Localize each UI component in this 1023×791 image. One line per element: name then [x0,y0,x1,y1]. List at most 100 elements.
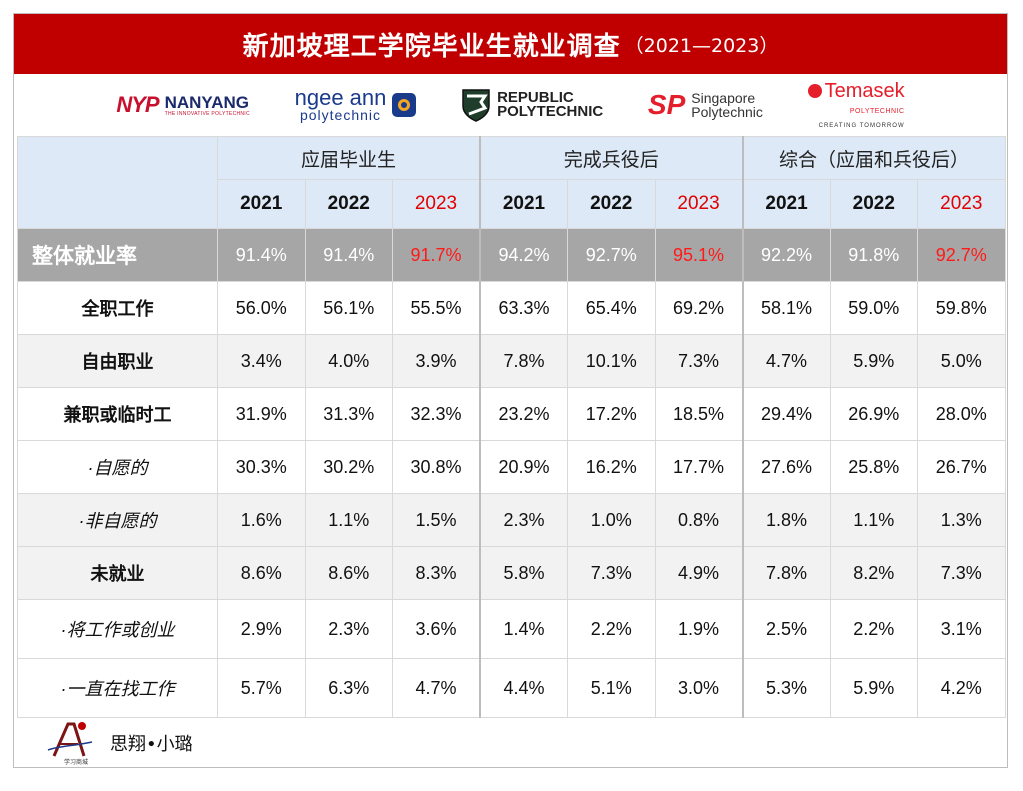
value-cell: 58.1% [741,281,831,335]
year-header: 2023 [392,179,481,229]
year-header: 2021 [217,179,306,229]
value-cell: 25.8% [829,440,919,494]
author-name: 思翔•小璐 [110,734,193,755]
value-cell: 1.1% [829,493,919,547]
author-logo: 学习商城 [44,720,96,766]
value-cell: 30.8% [392,440,481,494]
value-cell: 8.3% [392,546,481,600]
row-label: ·将工作或创业 [17,599,218,659]
value-cell: 17.7% [654,440,744,494]
republic-logo: REPUBLIC POLYTECHNIC [461,88,603,122]
year-header: 2023 [917,179,1006,229]
value-cell: 92.2% [741,228,831,282]
value-cell: 7.8% [741,546,831,600]
value-cell: 2.5% [741,599,831,659]
row-label: ·非自愿的 [17,493,218,547]
value-cell: 27.6% [741,440,831,494]
year-header: 2021 [479,179,568,229]
value-cell: 59.0% [829,281,919,335]
value-cell: 91.8% [829,228,919,282]
value-cell: 1.1% [304,493,393,547]
shield-icon [462,89,490,122]
value-cell: 55.5% [392,281,481,335]
sp-logo-line2: Polytechnic [691,104,763,120]
value-cell: 2.3% [479,493,568,547]
value-cell: 1.0% [567,493,656,547]
page-title: 新加坡理工学院毕业生就业调查 [242,31,621,62]
value-cell: 1.5% [392,493,481,547]
nyp-logo-mark: NYP [116,92,159,117]
year-header: 2022 [304,179,393,229]
value-cell: 3.0% [654,658,744,718]
value-cell: 92.7% [917,228,1006,282]
value-cell: 95.1% [654,228,744,282]
value-cell: 23.2% [479,387,568,441]
year-header: 2022 [829,179,919,229]
value-cell: 28.0% [917,387,1006,441]
rp-logo-line1: REPUBLIC [497,89,574,106]
value-cell: 1.9% [654,599,744,659]
tp-logo-tag: CREATING TOMORROW [818,122,905,129]
value-cell: 8.6% [217,546,306,600]
sp-logo: SP Singapore Polytechnic [648,89,763,121]
value-cell: 5.3% [741,658,831,718]
sp-logo-mark: SP [647,89,686,120]
table-row: 兼职或临时工 31.9% 31.3% 32.3% 23.2% 17.2% 18.5% 29.4… [17,387,1006,441]
logo-strip: NYP NANYANG THE INNOVATIVE POLYTECHNIC n… [14,76,1007,134]
nyp-logo-name: NANYANG [164,92,249,112]
group-header-row: 应届毕业生 完成兵役后 综合（应届和兵役后） [17,136,1006,229]
value-cell: 30.2% [304,440,393,494]
value-cell: 7.8% [479,334,568,388]
value-cell: 94.2% [479,228,568,282]
ngee-ann-logo: ngee ann polytechnic [294,85,417,122]
value-cell: 5.8% [479,546,568,600]
value-cell: 5.0% [917,334,1006,388]
value-cell: 1.4% [479,599,568,659]
value-cell: 20.9% [479,440,568,494]
value-cell: 4.7% [392,658,481,718]
value-cell: 26.9% [829,387,919,441]
value-cell: 18.5% [654,387,744,441]
value-cell: 92.7% [567,228,656,282]
value-cell: 4.4% [479,658,568,718]
title-years: （2021—2023） [624,34,779,57]
year-header: 2021 [741,179,831,229]
value-cell: 29.4% [741,387,831,441]
value-cell: 4.0% [304,334,393,388]
sp-logo-line1: Singapore [691,90,756,106]
footer: 学习商城 思翔•小璐 [44,718,193,768]
page-frame: 新加坡理工学院毕业生就业调查 （2021—2023） NYP NANYANG T… [13,13,1008,768]
value-cell: 2.2% [829,599,919,659]
value-cell: 5.9% [829,334,919,388]
ngee-emblem-icon [392,93,417,117]
value-cell: 7.3% [917,546,1006,600]
row-label: ·一直在找工作 [17,658,218,718]
year-header: 2023 [654,179,744,229]
value-cell: 3.6% [392,599,481,659]
nyp-logo-tag: THE INNOVATIVE POLYTECHNIC [164,110,250,117]
nyp-logo: NYP NANYANG THE INNOVATIVE POLYTECHNIC [116,92,250,118]
table-row: 整体就业率 91.4% 91.4% 91.7% 94.2% 92.7% 95.1% 92.2%… [17,228,1006,282]
table-row: 自由职业 3.4% 4.0% 3.9% 7.8% 10.1% 7.3% 4.7% 5.9% 5.0… [17,334,1006,388]
row-label: ·自愿的 [17,440,218,494]
row-label: 自由职业 [17,334,218,388]
value-cell: 5.7% [217,658,306,718]
value-cell: 91.4% [217,228,306,282]
value-cell: 26.7% [917,440,1006,494]
table-row: ·自愿的 30.3% 30.2% 30.8% 20.9% 16.2% 17.7% 27.6% 2… [17,440,1006,494]
row-label: 未就业 [17,546,218,600]
value-cell: 3.4% [217,334,306,388]
tp-logo-sub: POLYTECHNIC [849,107,905,115]
corner-cell [17,136,218,229]
value-cell: 2.9% [217,599,306,659]
value-cell: 10.1% [567,334,656,388]
letter-a-logo-icon [47,722,93,757]
table-row: ·将工作或创业 2.9% 2.3% 3.6% 1.4% 2.2% 1.9% 2.5% 2.2% 3… [17,599,1006,659]
value-cell: 3.9% [392,334,481,388]
value-cell: 56.1% [304,281,393,335]
ngee-logo-name: ngee ann [294,85,387,110]
value-cell: 1.3% [917,493,1006,547]
value-cell: 91.7% [392,228,481,282]
group-header-combined: 综合（应届和兵役后） [741,136,1006,180]
value-cell: 63.3% [479,281,568,335]
